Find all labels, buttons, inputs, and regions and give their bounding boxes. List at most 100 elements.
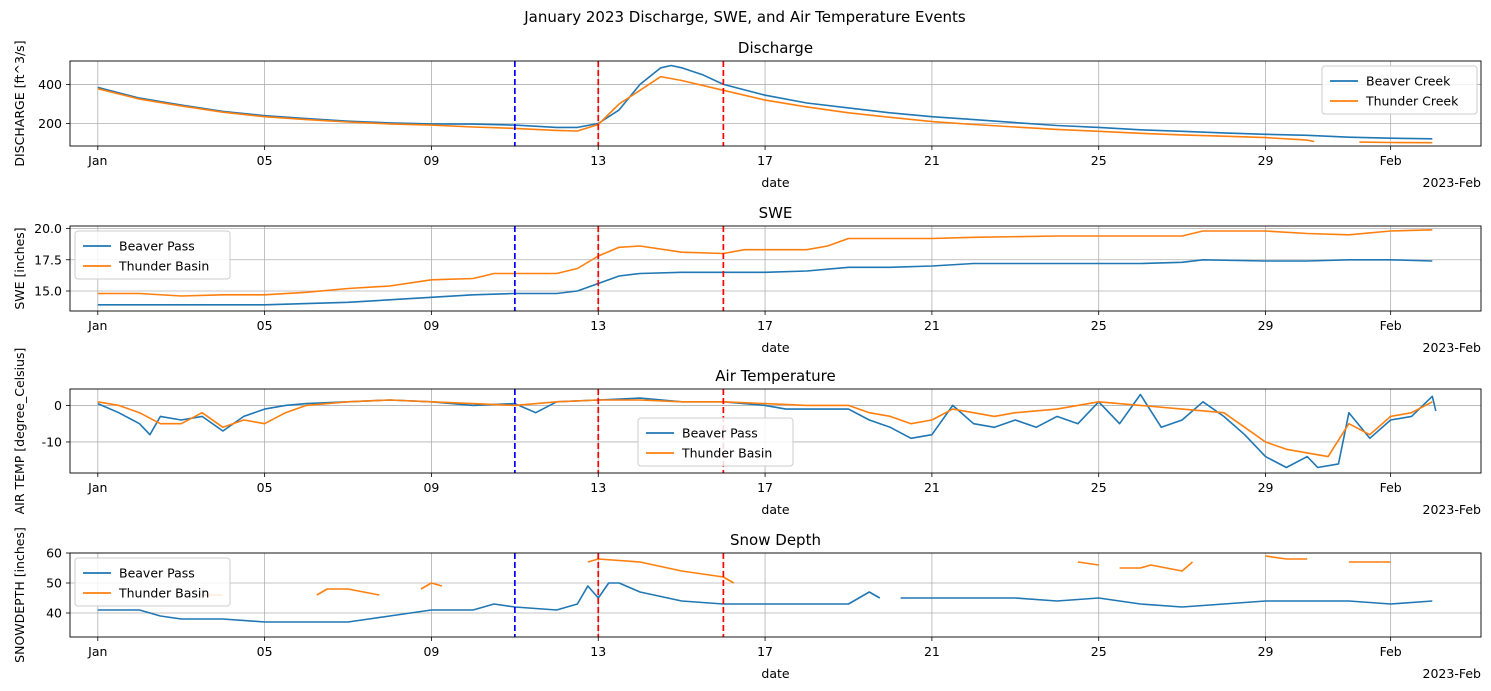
x-tick-label: 25 <box>1091 644 1107 659</box>
legend: Beaver Pass Thunder Basin <box>74 230 231 280</box>
panel-title: SWE <box>759 204 793 222</box>
y-axis-label: AIR TEMP [degree_Celsius] <box>12 348 27 515</box>
series-line-beaver-creek <box>97 64 1433 140</box>
legend-box <box>1321 65 1478 115</box>
y-axis-label: SNOWDEPTH [inches] <box>12 527 27 663</box>
legend: Beaver Pass Thunder Basin <box>74 557 231 607</box>
x-axis-label: date <box>761 666 789 681</box>
x-offset-label: 2023-Feb <box>1423 175 1482 190</box>
series-line-thunder-basin <box>97 229 1433 297</box>
panel-4: Snow Depth 40 50 60 Jan 05 09 13 17 21 25 29 Feb date… <box>12 527 1482 681</box>
legend-label: Beaver Pass <box>682 426 758 441</box>
y-tick-label: 60 <box>46 546 62 561</box>
x-tick-label: Feb <box>1380 318 1402 333</box>
y-tick-label: 0 <box>54 398 62 413</box>
x-tick-label: 25 <box>1091 480 1107 495</box>
x-tick-label: Jan <box>87 480 107 495</box>
panel-title: Snow Depth <box>730 531 821 549</box>
legend-label: Thunder Basin <box>681 446 772 461</box>
x-tick-label: 13 <box>590 480 606 495</box>
x-tick-label: 29 <box>1258 318 1274 333</box>
series-line-thunder-basin <box>202 555 1391 596</box>
x-axis-label: date <box>761 340 789 355</box>
x-tick-label: 21 <box>924 480 940 495</box>
axes-frame <box>69 60 1482 147</box>
series-group <box>97 229 1433 306</box>
y-tick-label: 17.5 <box>34 252 62 267</box>
axes-frame <box>69 388 1482 474</box>
series-line-thunder-creek <box>97 75 1433 144</box>
x-tick-label: 25 <box>1091 153 1107 168</box>
x-tick-label: 09 <box>423 480 439 495</box>
x-tick-label: Feb <box>1380 153 1402 168</box>
x-tick-label: Feb <box>1380 644 1402 659</box>
x-tick-label: 13 <box>590 318 606 333</box>
x-tick-label: Jan <box>87 153 107 168</box>
y-axis-label: SWE [inches] <box>12 227 27 309</box>
y-axis-label: DISCHARGE [ft^3/s] <box>12 40 27 166</box>
y-tick-label: -10 <box>42 434 62 449</box>
x-tick-label: 29 <box>1258 153 1274 168</box>
axes-frame <box>69 552 1482 638</box>
panel-title: Air Temperature <box>715 367 835 385</box>
legend-label: Beaver Creek <box>1366 74 1451 89</box>
series-line-beaver-pass <box>97 259 1433 306</box>
x-tick-label: 13 <box>590 644 606 659</box>
y-tick-label: 40 <box>46 606 62 621</box>
x-tick-label: 21 <box>924 153 940 168</box>
series-line-beaver-pass <box>97 393 1437 469</box>
x-tick-label: 21 <box>924 318 940 333</box>
x-offset-label: 2023-Feb <box>1423 502 1482 517</box>
legend-box <box>637 417 794 467</box>
legend-box <box>74 230 231 280</box>
y-tick-label: 15.0 <box>34 284 62 299</box>
x-tick-label: 29 <box>1258 480 1274 495</box>
legend-label: Beaver Pass <box>119 239 195 254</box>
x-tick-label: 09 <box>423 153 439 168</box>
x-tick-label: 25 <box>1091 318 1107 333</box>
y-tick-label: 400 <box>38 77 62 92</box>
y-ticks: 15.0 17.5 20.0 <box>34 221 1481 299</box>
x-tick-label: 09 <box>423 318 439 333</box>
x-tick-label: 17 <box>757 644 773 659</box>
x-tick-label: 17 <box>757 480 773 495</box>
x-tick-label: 05 <box>257 318 273 333</box>
x-tick-label: 13 <box>590 153 606 168</box>
x-ticks: Jan 05 09 13 17 21 25 29 Feb <box>87 226 1402 333</box>
axes-frame <box>69 225 1482 312</box>
legend-label: Thunder Basin <box>118 586 209 601</box>
x-tick-label: 17 <box>757 318 773 333</box>
x-tick-label: Jan <box>87 644 107 659</box>
x-axis-label: date <box>761 175 789 190</box>
legend-label: Thunder Basin <box>118 259 209 274</box>
y-tick-label: 50 <box>46 576 62 591</box>
figure-title: January 2023 Discharge, SWE, and Air Tem… <box>523 8 966 26</box>
x-offset-label: 2023-Feb <box>1423 666 1482 681</box>
x-tick-label: Feb <box>1380 480 1402 495</box>
y-tick-label: 20.0 <box>34 221 62 236</box>
series-line-thunder-basin <box>97 399 1433 458</box>
panel-2: SWE 15.0 17.5 20.0 Jan 05 09 13 17 21 25 29 Feb date 2… <box>12 204 1482 355</box>
x-tick-label: Jan <box>87 318 107 333</box>
x-tick-label: 05 <box>257 480 273 495</box>
x-tick-label: 29 <box>1258 644 1274 659</box>
series-group <box>97 393 1437 469</box>
y-tick-label: 200 <box>38 116 62 131</box>
x-tick-label: 09 <box>423 644 439 659</box>
legend-label: Thunder Creek <box>1365 94 1459 109</box>
y-ticks: 200 400 <box>38 77 1481 131</box>
legend: Beaver Pass Thunder Basin <box>637 417 794 467</box>
panel-3: Air Temperature -10 0 Jan 05 09 13 17 21 25 29 Feb d… <box>12 348 1482 517</box>
series-line-beaver-pass <box>97 582 1433 623</box>
x-tick-label: 21 <box>924 644 940 659</box>
x-ticks: Jan 05 09 13 17 21 25 29 Feb <box>87 61 1402 168</box>
x-offset-label: 2023-Feb <box>1423 340 1482 355</box>
x-tick-label: 05 <box>257 644 273 659</box>
x-ticks: Jan 05 09 13 17 21 25 29 Feb <box>87 553 1402 659</box>
series-group <box>97 64 1433 144</box>
x-tick-label: 05 <box>257 153 273 168</box>
x-tick-label: 17 <box>757 153 773 168</box>
legend: Beaver Creek Thunder Creek <box>1321 65 1478 115</box>
